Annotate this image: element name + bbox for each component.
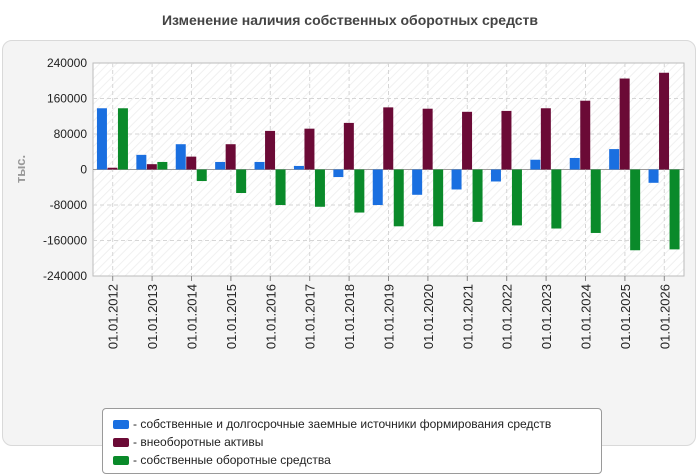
x-tick-label: 01.01.2022 [500, 284, 515, 349]
x-tick-label: 01.01.2014 [185, 284, 200, 349]
y-axis-label: тыс. [13, 155, 28, 183]
bars [96, 72, 680, 251]
bar [609, 149, 620, 170]
bar [354, 169, 365, 213]
y-tick-label: -240000 [43, 269, 87, 283]
legend-label: - собственные оборотные средства [133, 453, 331, 467]
bar [551, 169, 562, 229]
bar [136, 154, 147, 170]
bar [490, 169, 501, 182]
bar [215, 161, 226, 170]
bar [433, 169, 444, 227]
bar [293, 165, 304, 170]
bar [422, 108, 433, 170]
bar [383, 107, 394, 170]
x-tick-label: 01.01.2016 [263, 284, 278, 349]
y-tick-label: 0 [80, 163, 87, 177]
bar [501, 110, 512, 170]
bar [580, 100, 591, 170]
legend-item-fixed-assets: - внеоборотные активы [113, 433, 591, 451]
x-tick-label: 01.01.2012 [106, 284, 121, 349]
bar [511, 169, 522, 226]
x-tick-label: 01.01.2021 [460, 284, 475, 349]
y-tick-label: 240000 [47, 56, 87, 70]
legend-swatch [113, 419, 129, 429]
bar [146, 164, 157, 170]
bar [669, 169, 680, 250]
bar [333, 169, 344, 178]
bar [107, 167, 118, 170]
bar [590, 169, 601, 233]
bar [236, 169, 247, 194]
y-tick-label: 160000 [47, 92, 87, 106]
bar [157, 161, 168, 170]
bar [619, 78, 630, 170]
bar [225, 144, 236, 170]
legend-item-working-capital: - собственные оборотные средства [113, 451, 591, 469]
x-tick-label: 01.01.2017 [303, 284, 318, 349]
legend-label: - внеоборотные активы [133, 435, 264, 449]
y-tick-label: 80000 [54, 127, 88, 141]
x-tick-label: 01.01.2020 [421, 284, 436, 349]
legend-swatch [113, 437, 129, 447]
legend-label: - собственные и долгосрочные заемные ист… [133, 417, 552, 431]
bar [254, 161, 265, 170]
bar [96, 108, 107, 170]
x-tick-label: 01.01.2013 [145, 284, 160, 349]
y-tick-label: -160000 [43, 234, 87, 248]
bar [117, 108, 128, 170]
bar [196, 169, 207, 182]
bar [569, 157, 580, 170]
x-tick-label: 01.01.2019 [382, 284, 397, 349]
bar [265, 130, 276, 170]
bar [540, 108, 551, 170]
x-tick-label: 01.01.2018 [342, 284, 357, 349]
chart-panel: 240000 160000 80000 0 -80000 -160000 -240000 01… [2, 40, 696, 474]
bar [462, 111, 473, 170]
x-tick-label: 01.01.2023 [539, 284, 554, 349]
bar [314, 169, 325, 207]
bar [304, 128, 315, 170]
y-tick-label: -80000 [50, 198, 88, 212]
bar-chart: 240000 160000 80000 0 -80000 -160000 -240000 01… [13, 56, 685, 349]
x-tick-label: 01.01.2015 [224, 284, 239, 349]
x-tick-label: 01.01.2025 [618, 284, 633, 349]
bar [659, 72, 670, 170]
bar [175, 144, 186, 170]
bar [186, 156, 197, 170]
legend-item-sources: - собственные и долгосрочные заемные ист… [113, 415, 591, 433]
bar [451, 169, 462, 190]
bar [472, 169, 483, 222]
bar [343, 122, 354, 170]
axes: 240000 160000 80000 0 -80000 -160000 -240000 01… [43, 56, 672, 349]
bar [393, 169, 404, 227]
bar [630, 169, 641, 251]
bar [275, 169, 286, 205]
chart-title: Изменение наличия собственных оборотных … [161, 12, 539, 28]
bar [372, 169, 383, 205]
legend-swatch [113, 455, 129, 465]
x-tick-label: 01.01.2026 [657, 284, 672, 349]
legend: - собственные и долгосрочные заемные ист… [102, 408, 602, 474]
bar [530, 159, 541, 170]
bar [412, 169, 423, 195]
bar [648, 169, 659, 183]
x-tick-label: 01.01.2024 [579, 284, 594, 349]
